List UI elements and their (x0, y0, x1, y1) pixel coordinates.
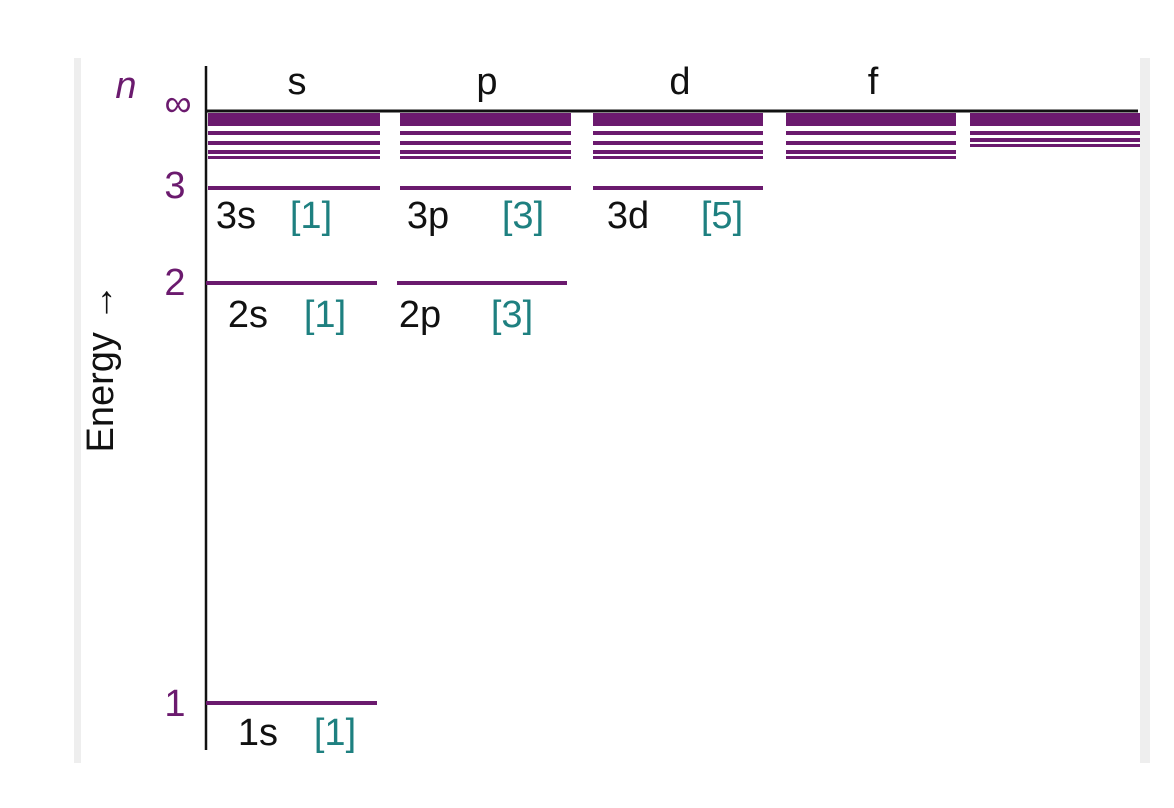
orbital-count: [3] (502, 195, 544, 237)
orbital-name: 3s (216, 195, 256, 237)
level-label: ∞ (164, 83, 191, 125)
s-stack (208, 113, 380, 159)
level-label: 2 (164, 262, 185, 304)
orbital-name: 3p (407, 195, 449, 237)
axis-label: Energy → (80, 284, 122, 453)
panel-edge (74, 58, 81, 763)
level-label: 1 (164, 683, 185, 725)
orbital-name: 2s (228, 294, 268, 336)
orbital-count: [5] (701, 195, 743, 237)
subshell-header: d (669, 61, 690, 103)
n-label: n (115, 65, 136, 107)
subshell-header: p (476, 61, 497, 103)
subshell-header: s (288, 61, 307, 103)
g-stack (970, 113, 1140, 147)
orbital-name: 2p (399, 294, 441, 336)
orbital-name: 3d (607, 195, 649, 237)
panel-edge (1140, 58, 1150, 763)
orbital-count: [1] (304, 294, 346, 336)
f-stack (786, 113, 956, 159)
level-label: 3 (164, 165, 185, 207)
subshell-header: f (868, 61, 879, 103)
orbital-count: [1] (290, 195, 332, 237)
d-stack (593, 113, 763, 159)
orbital-count: [1] (314, 712, 356, 754)
continuum-levels (208, 113, 1140, 159)
p-stack (400, 113, 571, 159)
orbital-name: 1s (238, 712, 278, 754)
orbital-count: [3] (491, 294, 533, 336)
